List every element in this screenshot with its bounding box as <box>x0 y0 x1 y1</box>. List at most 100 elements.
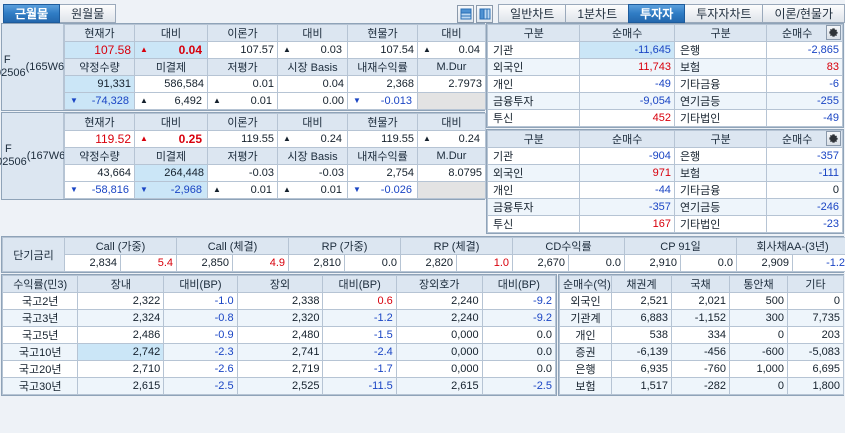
rate-column-header-4: RP (체결) <box>400 237 514 255</box>
gear-icon[interactable] <box>826 25 841 40</box>
tab-view-label: 일반차트 <box>510 7 555 21</box>
value-text: 0.24 <box>458 133 480 145</box>
rate-value-1: 2,834 <box>64 254 121 272</box>
column-header-5: 현물가 <box>347 24 418 42</box>
investor-value-right: -23 <box>766 215 843 233</box>
yield-value-1: 2,615 <box>77 377 165 395</box>
investor-value-left: 452 <box>579 109 675 127</box>
column-header-3: 저평가 <box>207 58 278 76</box>
down-triangle-icon: ▼ <box>70 96 78 105</box>
investor-header-row: 구분 순매수 구분 순매수 <box>486 130 843 148</box>
value-text: 6,492 <box>174 95 202 107</box>
tab-view-4[interactable]: 투자자차트 <box>684 4 764 23</box>
tab-view-1[interactable]: 일반차트 <box>498 4 567 23</box>
value-cell-5: 2,754 <box>347 164 418 182</box>
yield-column-header-1: 수익률(민3) <box>1 275 79 293</box>
table-row: 국고10년 2,742 -2.3 2,741 -2.4 0,000 0.0 <box>1 343 557 361</box>
net-buy-value-4: 203 <box>787 326 844 344</box>
tab-contract-label: 근월물 <box>15 7 49 21</box>
yield-column-header-7: 대비(BP) <box>481 275 557 293</box>
table-row: 증권 -6,139 -456 -600 -5,083 <box>559 343 844 361</box>
investor-row: 금융투자 -9,054 연기금등 -255 <box>486 92 843 110</box>
net-buy-value-2: -456 <box>671 343 730 361</box>
investor-category-right: 기타금융 <box>673 181 768 199</box>
column-header-2: 미결제 <box>134 58 208 76</box>
net-buy-column-header-5: 기타 <box>787 275 844 293</box>
gear-icon[interactable] <box>826 131 841 146</box>
net-buy-column-header-2: 채권계 <box>611 275 672 293</box>
table-row: 보험 1,517 -282 0 1,800 <box>559 377 844 395</box>
column-header-3: 구분 <box>673 130 768 148</box>
net-buy-value-1: -6,139 <box>611 343 672 361</box>
value-text: -0.026 <box>380 184 412 196</box>
yield-value-5: 0,000 <box>395 360 483 378</box>
split-vertical-icon[interactable] <box>476 5 494 23</box>
value-cell-6: ▲ 0.24 <box>417 130 486 148</box>
yield-value-5: 0,000 <box>395 326 483 344</box>
column-header-3: 이론가 <box>207 24 278 42</box>
futures-instrument-label: 10년선물F 202506(167W6000) <box>0 113 87 199</box>
tab-view-label: 이론/현물가 <box>774 7 833 21</box>
tab-view-3[interactable]: 투자자 <box>628 4 686 23</box>
net-buy-value-3: 1,000 <box>729 360 788 378</box>
futures-grid-1: 현재가 대비 이론가 대비 현물가 대비 107.58 ▲ 0.04 107.57 ▲ 0.03 107… <box>64 24 486 110</box>
net-buy-investor-label: 개인 <box>559 326 612 344</box>
column-header-5: 현물가 <box>347 113 418 131</box>
value-cell-3: 107.57 <box>207 41 278 59</box>
down-triangle-icon: ▼ <box>70 185 78 194</box>
yield-value-4: -1.7 <box>322 360 397 378</box>
value-cell-4: -0.03 <box>277 164 348 182</box>
investor-category-right: 은행 <box>673 41 768 59</box>
yield-maturity-label: 국고5년 <box>1 326 79 344</box>
contract-month-tabs: 근월물 원월물 <box>0 4 117 23</box>
down-triangle-icon: ▼ <box>353 185 361 194</box>
net-buy-value-3: 0 <box>729 377 788 395</box>
value-cell-2: ▼ -2,968 <box>134 181 208 199</box>
yield-maturity-label: 국고10년 <box>1 343 79 361</box>
tab-contract-2[interactable]: 원월물 <box>59 4 117 23</box>
short-rates-label: 단기금리 <box>2 237 65 272</box>
column-header-2: 순매수 <box>579 130 675 148</box>
rate-value-2: 2,850 <box>176 254 234 272</box>
investor-row: 기관 -11,645 은행 -2,865 <box>486 41 843 59</box>
investor-block-2: 구분 순매수 구분 순매수 기관 -904 은행 -357 외국인 971 보험 -111 개인 -44 기… <box>486 129 844 234</box>
value-cell-2: 264,448 <box>134 164 208 182</box>
investor-category-left: 금융투자 <box>486 198 581 216</box>
value-text: 0.03 <box>320 44 342 56</box>
tab-view-2[interactable]: 1분차트 <box>565 4 630 23</box>
rate-column-header-3: RP (가중) <box>288 237 402 255</box>
investor-row: 금융투자 -357 연기금등 -246 <box>486 198 843 216</box>
value-cell-2: 586,584 <box>134 75 208 93</box>
bottom-panels: 수익률(민3) 장내 대비(BP) 장외 대비(BP) 장외호가 대비(BP) 국고2년 2,… <box>0 274 845 396</box>
yield-value-6: -2.5 <box>481 377 557 395</box>
table-row: 기관계 6,883 -1,152 300 7,735 <box>559 309 844 327</box>
investor-value-left: -904 <box>579 147 675 165</box>
up-triangle-icon: ▲ <box>283 45 291 54</box>
column-header-4: 순매수 <box>766 130 843 148</box>
investor-panel: 구분 순매수 구분 순매수 기관 -11,645 은행 -2,865 외국인 11,743 보험 83… <box>486 23 844 235</box>
split-horizontal-icon[interactable] <box>457 5 475 23</box>
investor-value-right: -246 <box>766 198 843 216</box>
value-cell-6 <box>417 181 486 199</box>
futures-price-row: 107.58 ▲ 0.04 107.57 ▲ 0.03 107.54 ▲ 0.04 <box>64 41 486 59</box>
value-cell-4: ▲ 0.03 <box>277 41 348 59</box>
yield-value-4: -11.5 <box>322 377 397 395</box>
rate-change-3: 0.0 <box>344 254 402 272</box>
yield-column-header-5: 대비(BP) <box>322 275 397 293</box>
column-header-3: 저평가 <box>207 147 278 165</box>
rate-value-6: 2,910 <box>624 254 682 272</box>
value-cell-2: ▲ 6,492 <box>134 92 208 110</box>
net-buy-value-4: 0 <box>787 292 844 310</box>
up-triangle-icon: ▲ <box>283 185 291 194</box>
tab-contract-1[interactable]: 근월물 <box>3 4 61 23</box>
yield-column-header-3: 대비(BP) <box>163 275 238 293</box>
tab-view-label: 투자자 <box>640 7 674 21</box>
yield-value-3: 2,320 <box>236 309 324 327</box>
investor-category-right: 은행 <box>673 147 768 165</box>
tab-view-5[interactable]: 이론/현물가 <box>762 4 845 23</box>
investor-value-left: 11,743 <box>579 58 675 76</box>
up-triangle-icon: ▲ <box>423 45 431 54</box>
column-header-4: 순매수 <box>766 24 843 42</box>
investor-row: 외국인 11,743 보험 83 <box>486 58 843 76</box>
